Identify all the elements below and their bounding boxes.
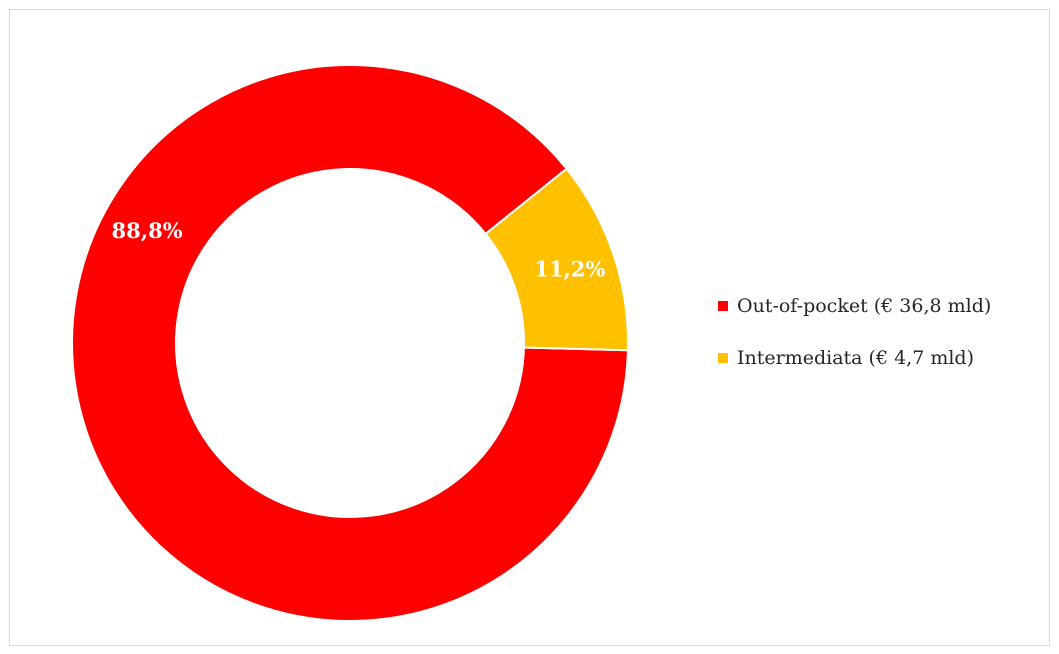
chart-legend: Out-of-pocket (€ 36,8 mld) Intermediata …: [718, 292, 991, 396]
legend-swatch-intermediata: [718, 353, 728, 363]
slice-out-of-pocket: [71, 64, 629, 623]
legend-item-out-of-pocket: Out-of-pocket (€ 36,8 mld): [718, 292, 991, 320]
data-label-out-of-pocket: 88,8%: [112, 218, 183, 243]
legend-label-intermediata: Intermediata (€ 4,7 mld): [737, 347, 974, 369]
legend-label-out-of-pocket: Out-of-pocket (€ 36,8 mld): [737, 295, 992, 317]
legend-item-intermediata: Intermediata (€ 4,7 mld): [718, 344, 991, 372]
slice-intermediata: [484, 167, 629, 352]
data-label-intermediata: 11,2%: [534, 256, 605, 281]
legend-swatch-out-of-pocket: [718, 301, 728, 311]
